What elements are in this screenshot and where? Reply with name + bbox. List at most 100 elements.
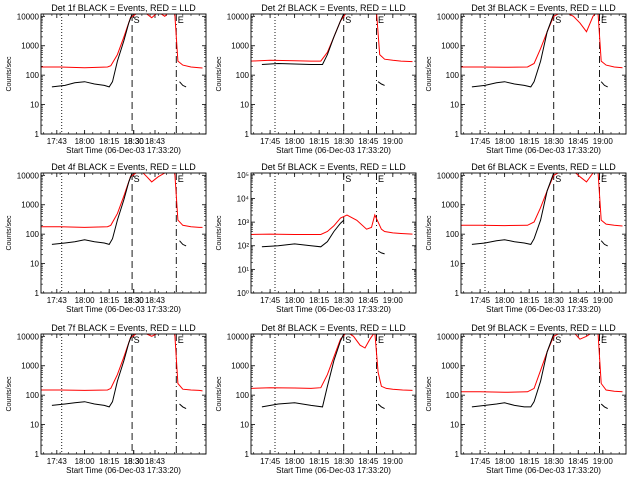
chart-panel: Det 1f BLACK = Events, RED = LLD Counts/s… [6,3,207,155]
y-tick-label: 1 [455,130,460,139]
x-tick-label: 18:45 [358,296,379,305]
x-tick-label: 18:00 [495,137,516,146]
chart-title: Det 8f BLACK = Events, RED = LLD [261,323,406,333]
y-tick-label: 10⁴ [237,194,250,203]
events-series-line [471,173,555,245]
y-tick-label: 10000 [437,12,460,21]
lld-series-line [41,334,203,392]
y-tick-label: 10⁵ [237,171,249,180]
events-series-line [261,219,345,248]
x-tick-label: 18:15 [99,137,120,146]
events-series-line [179,403,187,410]
x-tick-label: 17:45 [470,137,491,146]
y-tick-label: 10³ [237,218,249,227]
x-tick-label: 18:00 [75,457,96,466]
x-tick-label: 17:43 [47,296,68,305]
x-axis-label: Start Time (06-Dec-03 17:33:20) [486,146,601,155]
series-group [251,334,413,410]
lld-series-line [41,173,203,228]
y-tick-label: 10000 [17,332,40,341]
y-tick-label: 1000 [21,362,39,371]
lld-series-line [41,14,203,69]
x-tick-label: 18:30 [334,137,355,146]
y-axis-label: Counts/sec [6,215,13,251]
x-tick-label: 17:45 [470,296,491,305]
y-tick-label: 1 [245,450,250,459]
y-tick-label: 1 [35,130,40,139]
x-tick-label: 18:30 [544,137,565,146]
x-tick-label: 18:30 [124,137,145,146]
x-axis-label: Start Time (06-Dec-03 17:33:20) [486,466,601,475]
events-series-line [377,403,385,410]
chart-panel: Det 9f BLACK = Events, RED = LLD Counts/s… [426,323,627,475]
x-axis-label: Start Time (06-Dec-03 17:33:20) [66,146,181,155]
time-marker-label: E [601,174,607,184]
time-marker-label: E [601,335,607,345]
events-series-line [51,173,133,245]
x-tick-label: 18:15 [309,457,330,466]
y-tick-label: 10000 [17,171,40,180]
y-tick-label: 1 [35,289,40,298]
y-tick-label: 10 [450,260,459,269]
y-axis-label: Counts/sec [426,56,433,92]
y-tick-label: 10000 [17,12,40,21]
chart-title: Det 3f BLACK = Events, RED = LLD [471,3,616,13]
y-tick-label: 10 [30,260,39,269]
x-axis-label: Start Time (06-Dec-03 17:33:20) [66,305,181,314]
chart-panel: Det 3f BLACK = Events, RED = LLD Counts/s… [426,3,627,155]
x-axis-label: Start Time (06-Dec-03 17:33:20) [276,146,391,155]
chart-title: Det 5f BLACK = Events, RED = LLD [261,162,406,172]
time-marker-label: S [555,174,561,184]
x-tick-label: 18:45 [568,137,589,146]
x-tick-label: 18:30 [124,137,145,146]
x-tick-label: 18:15 [519,137,540,146]
events-series-line [261,14,345,65]
y-axis-label: Counts/sec [426,215,433,251]
plot-frame [460,333,627,455]
x-tick-label: 19:00 [593,457,614,466]
x-tick-label: 18:00 [285,457,306,466]
x-tick-label: 17:45 [260,457,281,466]
y-tick-label: 1 [455,450,460,459]
time-marker-label: S [134,335,140,345]
x-tick-label: 18:00 [495,457,516,466]
time-marker-label: E [378,335,384,345]
x-tick-label: 18:43 [145,457,166,466]
time-marker-label: E [601,15,607,25]
x-tick-label: 18:30 [544,457,565,466]
x-tick-label: 18:30 [544,296,565,305]
time-marker-label: S [345,335,351,345]
chart-title: Det 1f BLACK = Events, RED = LLD [51,3,196,13]
events-series-line [261,334,345,408]
chart-title: Det 6f BLACK = Events, RED = LLD [471,162,616,172]
y-tick-label: 10 [30,101,39,110]
y-tick-label: 1000 [231,362,249,371]
chart-panel: Det 5f BLACK = Events, RED = LLD Counts/s… [216,162,417,314]
series-group [461,173,623,247]
y-tick-label: 10000 [227,332,250,341]
chart-panel: Det 7f BLACK = Events, RED = LLD Counts/s… [6,323,207,475]
y-tick-label: 1 [455,289,460,298]
x-tick-label: 19:00 [383,137,404,146]
y-axis-label: Counts/sec [216,215,223,251]
x-tick-label: 18:30 [334,296,355,305]
x-axis-label: Start Time (06-Dec-03 17:33:20) [276,466,391,475]
y-tick-label: 100 [26,71,40,80]
x-tick-label: 18:00 [285,137,306,146]
chart-panel: Det 4f BLACK = Events, RED = LLD Counts/s… [6,162,207,314]
x-tick-label: 18:45 [358,457,379,466]
x-tick-label: 18:15 [309,296,330,305]
series-group [461,14,623,88]
lld-series-line [461,173,623,227]
plot-frame [40,172,207,294]
y-tick-label: 10¹ [237,265,249,274]
y-tick-label: 100 [446,230,460,239]
y-axis-label: Counts/sec [216,56,223,92]
chart-title: Det 2f BLACK = Events, RED = LLD [261,3,406,13]
chart-title: Det 7f BLACK = Events, RED = LLD [51,323,196,333]
series-group [251,213,413,255]
x-tick-label: 18:15 [519,457,540,466]
y-tick-label: 100 [446,391,460,400]
x-tick-label: 18:15 [309,137,330,146]
